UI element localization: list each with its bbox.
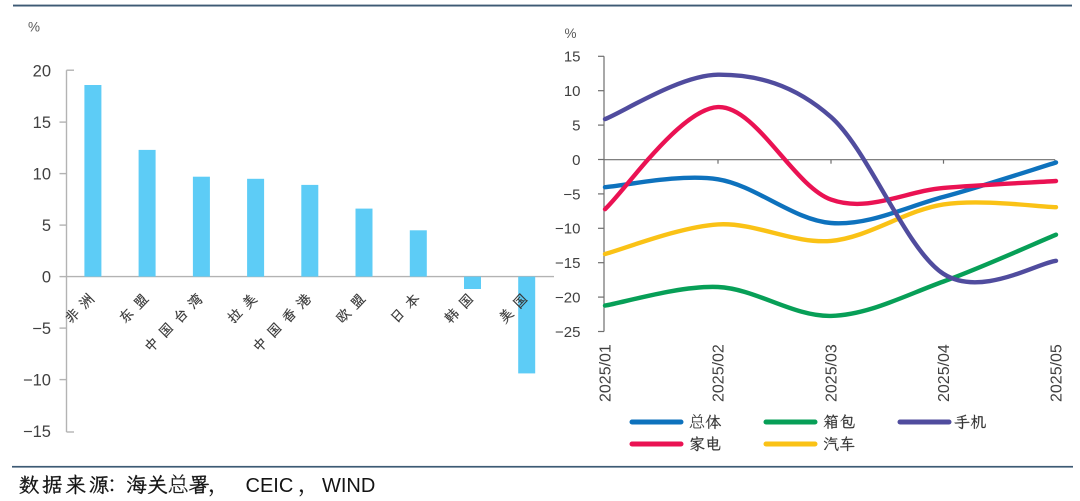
svg-text:5: 5 <box>42 217 51 235</box>
svg-text:10: 10 <box>33 165 51 183</box>
svg-text:−25: −25 <box>555 324 580 341</box>
svg-text:0: 0 <box>42 268 51 286</box>
svg-text:−10: −10 <box>555 221 580 238</box>
svg-text:−20: −20 <box>555 290 580 307</box>
svg-text:2025/03: 2025/03 <box>824 344 841 402</box>
svg-text:20: 20 <box>33 62 51 80</box>
svg-text:5: 5 <box>572 118 580 135</box>
svg-text:15: 15 <box>33 114 51 132</box>
svg-text:CEIC: CEIC <box>246 475 294 497</box>
svg-text:−15: −15 <box>23 423 51 441</box>
svg-text:2025/01: 2025/01 <box>598 344 615 402</box>
svg-text:2025/05: 2025/05 <box>1049 344 1066 402</box>
svg-text:−5: −5 <box>32 320 51 338</box>
svg-text:0: 0 <box>572 152 580 169</box>
svg-text:−5: −5 <box>563 186 580 203</box>
svg-text:%: % <box>28 20 40 35</box>
svg-text:2025/02: 2025/02 <box>711 344 728 402</box>
svg-text:10: 10 <box>564 83 581 100</box>
svg-text:%: % <box>565 26 577 41</box>
svg-text:2025/04: 2025/04 <box>936 344 953 402</box>
svg-text:WIND: WIND <box>322 475 375 497</box>
svg-text:−10: −10 <box>23 371 51 389</box>
svg-text:15: 15 <box>564 49 581 66</box>
svg-text:−15: −15 <box>555 255 580 272</box>
